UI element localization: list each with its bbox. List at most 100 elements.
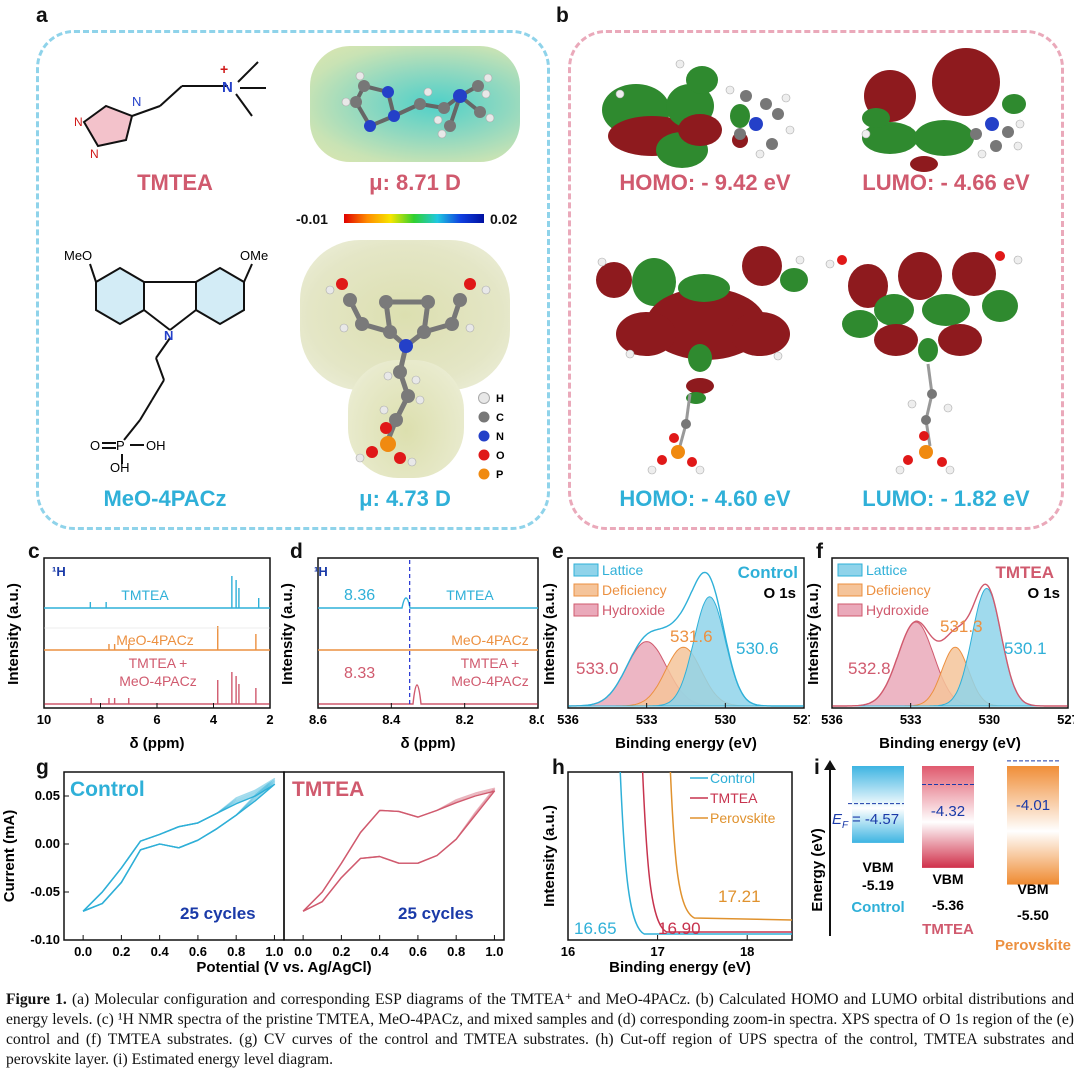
chart-d-peak-top: 8.36: [344, 587, 375, 604]
chart-g-xtick-label: 0.0: [74, 944, 92, 959]
atom-legend-o: [478, 449, 490, 461]
chart-i-columns: [848, 760, 1059, 885]
chart-e-legend-lattice-swatch: [573, 563, 599, 577]
tmtea-lumo-energy: LUMO: - 4.66 eV: [862, 170, 1030, 195]
chart-g-right-frame: [283, 771, 505, 941]
chart-c-xtick-label: 4: [210, 712, 218, 727]
tmtea-dipole: μ: 8.71 D: [369, 170, 461, 195]
chart-e-legend-deficiency: Deficiency: [602, 582, 667, 598]
chart-c-trace-0: [44, 576, 270, 609]
chart-i-ef-value: = -4.57: [852, 811, 899, 828]
chart-f-legend-deficiency: Deficiency: [866, 582, 931, 598]
chart-f-envelope: [832, 583, 1068, 707]
chart-d-nucleus: ¹H: [314, 564, 328, 579]
tmtea-lumo-orbital: [861, 48, 1026, 172]
chart-d-ylabel: Intensity (a.u.): [279, 583, 296, 685]
chart-h-xtick-label: 18: [740, 944, 754, 959]
phosphorus-label: P: [116, 438, 125, 453]
chart-d-xticks: 8.6 8.4 8.2 8.0: [309, 703, 544, 727]
chart-i-fermi-tmtea: -4.32: [931, 803, 965, 820]
chart-c-traces: [44, 576, 270, 705]
caption-text: (a) Molecular configuration and correspo…: [6, 991, 1074, 1068]
chart-g-xtick-label: 1.0: [265, 944, 283, 959]
chart-g-ytick-label: -0.10: [30, 932, 60, 947]
chart-h-legend-perovskite: Perovskite: [710, 810, 776, 826]
meo-lumo-orbital: [825, 251, 1023, 475]
chart-h-curve-control: [619, 771, 792, 935]
chart-g-xtick-label: 0.4: [371, 944, 390, 959]
chart-i-vbm-tmtea: -5.36: [932, 897, 964, 913]
chart-i-name-control: Control: [851, 899, 904, 916]
chart-c-trace-1: [44, 626, 270, 651]
tmtea-structure: N N + N N: [74, 61, 266, 160]
chart-h-curve-perovskite: [669, 771, 793, 921]
esp-color-scale: [344, 214, 484, 223]
chart-f: Lattice Deficiency Hydroxide TMTEA O 1s …: [805, 557, 1074, 752]
chart-c-label-meo: MeO-4PACz: [116, 632, 194, 648]
chart-g-left-cycles: 25 cycles: [180, 904, 256, 923]
chart-h-legend-tmtea: TMTEA: [710, 790, 758, 806]
tmtea-ammonium-n: N: [222, 79, 233, 96]
figure-caption: Figure 1. (a) Molecular configuration an…: [6, 990, 1074, 1070]
chart-f-title: TMTEA: [995, 563, 1054, 582]
chart-e-peaks: [568, 571, 804, 707]
chart-h-curve-tmtea: [641, 771, 792, 933]
chart-h-cutoff-perovskite: 17.21: [718, 887, 761, 906]
chart-d-xtick-label: 8.6: [309, 712, 327, 727]
chart-c-label-tmtea: TMTEA: [121, 587, 169, 603]
chart-e-legend-hydroxide-swatch: [573, 603, 599, 617]
chart-c-xtick-label: 2: [266, 712, 273, 727]
panel-label-g: g: [36, 756, 49, 779]
chart-e-xtick-label: 533: [636, 712, 658, 727]
chart-d-label-tmtea: TMTEA: [446, 587, 494, 603]
chart-i-axis-arrow-icon: [824, 760, 836, 770]
chart-g-right-title: TMTEA: [292, 778, 364, 801]
chart-f-xlabel: Binding energy (eV): [879, 735, 1021, 752]
meo-homo-orbital: [596, 246, 808, 475]
chart-g-xtick-label: 0.6: [189, 944, 207, 959]
chart-e-xtick-label: 536: [557, 712, 579, 727]
chart-d-label-meo: MeO-4PACz: [451, 632, 529, 648]
chart-g-xtick-label: 0.6: [409, 944, 427, 959]
meo4pacz-structure: MeO OMe N P O OH OH: [64, 248, 268, 475]
chart-f-xtick-label: 533: [900, 712, 922, 727]
chart-e-legend-deficiency-swatch: [573, 583, 599, 597]
chart-f-peak-lattice: 530.1: [1004, 639, 1047, 658]
chart-g-ytick-label: 0.05: [35, 788, 60, 803]
chart-e-envelope: [568, 571, 804, 707]
meo-esp-molecule: [325, 278, 491, 467]
meo-lumo-energy: LUMO: - 1.82 eV: [862, 486, 1030, 511]
chart-g-curve-tmtea-0: [302, 790, 496, 912]
chart-e-legend-lattice: Lattice: [602, 562, 643, 578]
esp-scale-min: -0.01: [296, 211, 328, 227]
chart-h: Control TMTEA Perovskite 16.65 16.90 17.…: [541, 770, 793, 976]
atom-legend-c-label: C: [496, 412, 504, 424]
chart-f-legend-lattice: Lattice: [866, 562, 907, 578]
chart-g-xtick-label: 0.2: [112, 944, 130, 959]
panel-label-d: d: [290, 540, 303, 563]
caption-label: Figure 1.: [6, 991, 67, 1008]
esp-scale-max: 0.02: [490, 211, 518, 227]
triazole-ring: [82, 104, 134, 148]
chart-i-vbm-label-perovskite: VBM: [1017, 881, 1048, 897]
chart-i-band-2: [1007, 766, 1059, 885]
chart-f-peak-hydroxide: 532.8: [848, 659, 891, 678]
chart-g-xtick-label: 0.8: [447, 944, 465, 959]
chart-e-peak-lattice: 530.6: [736, 639, 779, 658]
chart-g-yticks: 0.05 0.00 -0.05 -0.10: [30, 788, 69, 947]
chart-h-xtick-label: 17: [650, 944, 664, 959]
chart-g-curve-control-1: [82, 782, 276, 912]
chart-g-curve-control-3: [82, 779, 276, 912]
tmtea-plus-charge: +: [220, 61, 228, 77]
chart-c: ¹H TMTEA MeO-4PACz TMTEA + MeO-4PACz 10 8…: [5, 557, 274, 752]
chart-i-name-tmtea: TMTEA: [922, 921, 974, 938]
chart-i-ylabel: Energy (eV): [809, 828, 826, 911]
chart-c-label-mix-2: MeO-4PACz: [119, 673, 197, 689]
chart-i-vbm-label-tmtea: VBM: [932, 871, 963, 887]
chart-d-xtick-label: 8.2: [456, 712, 474, 727]
chart-c-label-mix-1: TMTEA +: [129, 655, 188, 671]
chart-e-subtitle: O 1s: [763, 585, 796, 602]
chart-h-cutoff-tmtea: 16.90: [658, 919, 701, 938]
chart-c-xticks: 10 8 6 4 2: [37, 703, 274, 727]
chart-e-peak-deficiency: 531.6: [670, 627, 713, 646]
